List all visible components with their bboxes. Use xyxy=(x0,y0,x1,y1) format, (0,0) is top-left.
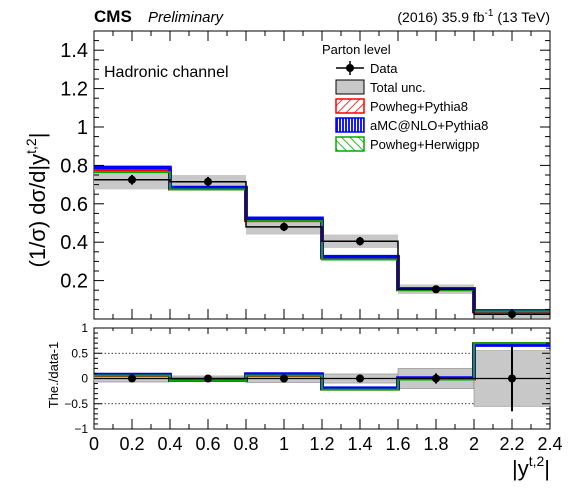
x-axis-title: |yt,2| xyxy=(512,453,550,481)
y-tick-label-main: 1.4 xyxy=(60,40,88,62)
x-tick-label: 1.2 xyxy=(309,434,334,454)
legend-label: Powheg+Pythia8 xyxy=(370,99,468,114)
y-axis-title-main: (1/σ) dσ/d|yt,2| xyxy=(23,133,50,268)
legend-symbol-box xyxy=(335,98,365,114)
y-axis-title-ratio: The./data-1 xyxy=(46,342,61,409)
lumi-exponent: -1 xyxy=(485,8,494,19)
x-tick-label: 2 xyxy=(469,434,479,454)
y-tick-label-ratio: −0.5 xyxy=(64,397,88,411)
x-tick-label: 1.4 xyxy=(347,434,372,454)
lumi-label: (2016) 35.9 fb-1 (13 TeV) xyxy=(397,8,550,25)
y-tick-label-main: 1.2 xyxy=(60,79,88,101)
y-tick-label-ratio: −1 xyxy=(74,422,88,436)
y-tick-label-main: 0.2 xyxy=(60,271,88,293)
channel-label: Hadronic channel xyxy=(104,64,229,81)
legend-label: aMC@NLO+Pythia8 xyxy=(370,118,488,133)
x-axis-title-end: | xyxy=(544,456,550,481)
x-tick-label: 1.8 xyxy=(423,434,448,454)
y-tick-label-main: 0.8 xyxy=(60,155,88,177)
legend-symbol-box xyxy=(335,117,365,133)
y-tick-label-main: 1 xyxy=(77,117,88,139)
legend-entries: Data Total unc. Powheg+Pythia8 aMC@NLO+Pyth… xyxy=(335,61,488,152)
legend: Parton level Data Total unc. Powheg+Pythia… xyxy=(322,42,488,152)
cms-label: CMS xyxy=(94,7,132,26)
axis-ticks xyxy=(93,31,551,430)
y-tick-label-ratio: 0.5 xyxy=(71,346,88,360)
ratio-line-powheg-herwigpp xyxy=(94,342,550,391)
data-point xyxy=(432,285,440,294)
data-point xyxy=(128,175,136,184)
x-tick-label: 0.4 xyxy=(157,434,182,454)
legend-title: Parton level xyxy=(322,42,391,57)
data-point xyxy=(204,177,212,186)
preliminary-label: Preliminary xyxy=(148,9,225,26)
lumi-prefix: (2016) 35.9 fb xyxy=(397,9,484,25)
ratio-point xyxy=(280,374,288,383)
ratio-point xyxy=(204,374,212,383)
legend-label: Total unc. xyxy=(370,80,426,95)
model-lines xyxy=(94,165,550,391)
data-points xyxy=(128,175,516,412)
x-tick-label: 0 xyxy=(89,434,99,454)
y-axis-title-main-sup: t,2 xyxy=(23,138,39,154)
data-step-line xyxy=(94,179,550,315)
y-tick-label-ratio: 1 xyxy=(81,321,88,335)
x-tick-label: 1.6 xyxy=(385,434,410,454)
x-tick-label: 0.6 xyxy=(195,434,220,454)
ratio-point xyxy=(508,374,516,383)
y-axis-title-main-text: (1/σ) dσ/d|y xyxy=(25,154,50,268)
axis-tick-labels: 0 0.2 0.4 0.6 0.8 1 1.2 1.4 1.6 1.8 2 2.2 2.4 0.2 0.4 0… xyxy=(60,40,562,454)
x-tick-label: 2.2 xyxy=(499,434,524,454)
data-point xyxy=(356,237,364,246)
x-axis-title-text: |y xyxy=(512,456,529,481)
x-tick-label: 2.4 xyxy=(537,434,562,454)
x-tick-label: 0.8 xyxy=(233,434,258,454)
legend-label: Data xyxy=(370,61,398,76)
ratio-point xyxy=(432,374,440,383)
x-tick-label: 0.2 xyxy=(119,434,144,454)
y-tick-label-main: 0.4 xyxy=(60,232,88,254)
legend-symbol-box xyxy=(335,136,365,152)
y-axis-title-main-end: | xyxy=(25,133,50,139)
legend-symbol-marker xyxy=(346,64,354,72)
x-tick-label: 1 xyxy=(279,434,289,454)
y-tick-label-ratio: 0 xyxy=(81,372,88,386)
legend-symbol-box xyxy=(335,79,365,95)
x-axis-title-sup: t,2 xyxy=(529,453,545,469)
lumi-suffix: (13 TeV) xyxy=(493,9,550,25)
data-point xyxy=(280,222,288,231)
ratio-point xyxy=(128,374,136,383)
ratio-point xyxy=(356,374,364,383)
y-tick-label-main: 0.6 xyxy=(60,194,88,216)
legend-label: Powheg+Herwigpp xyxy=(370,137,479,152)
